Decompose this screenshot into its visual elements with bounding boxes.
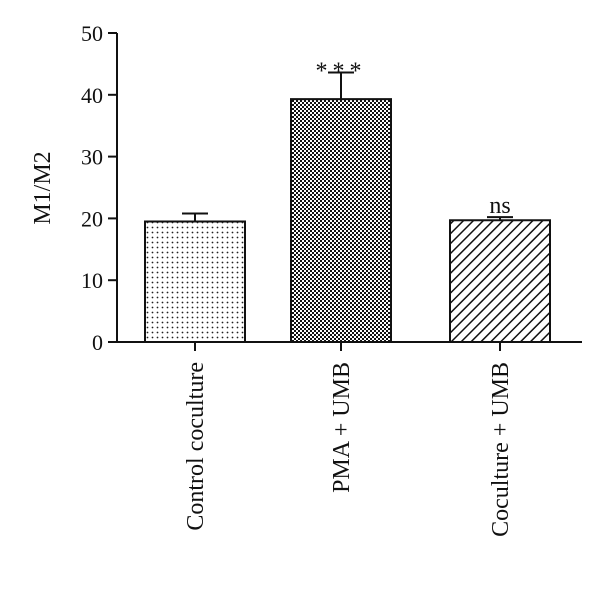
y-tick-label-0: 0 <box>92 330 103 355</box>
category-label-2: Coculture + UMB <box>488 362 514 537</box>
bar-0 <box>144 220 246 344</box>
y-tick-label-2: 20 <box>81 206 103 231</box>
significance-label-2: ns <box>489 193 510 219</box>
y-tick-label-1: 10 <box>81 268 103 293</box>
y-tick-label-3: 30 <box>81 145 103 170</box>
bar-1 <box>290 98 392 343</box>
plot-area: 0 10 20 30 40 50 Control coculture *** PMA + UMB… <box>81 21 582 537</box>
y-tick-label-5: 50 <box>81 21 103 46</box>
category-label-0: Control coculture <box>183 362 209 531</box>
category-label-1: PMA + UMB <box>329 362 355 493</box>
y-tick-label-4: 40 <box>81 83 103 108</box>
bar-2 <box>449 219 551 343</box>
significance-label-1: *** <box>316 59 367 85</box>
y-axis-title: M1/M2 <box>30 151 56 224</box>
